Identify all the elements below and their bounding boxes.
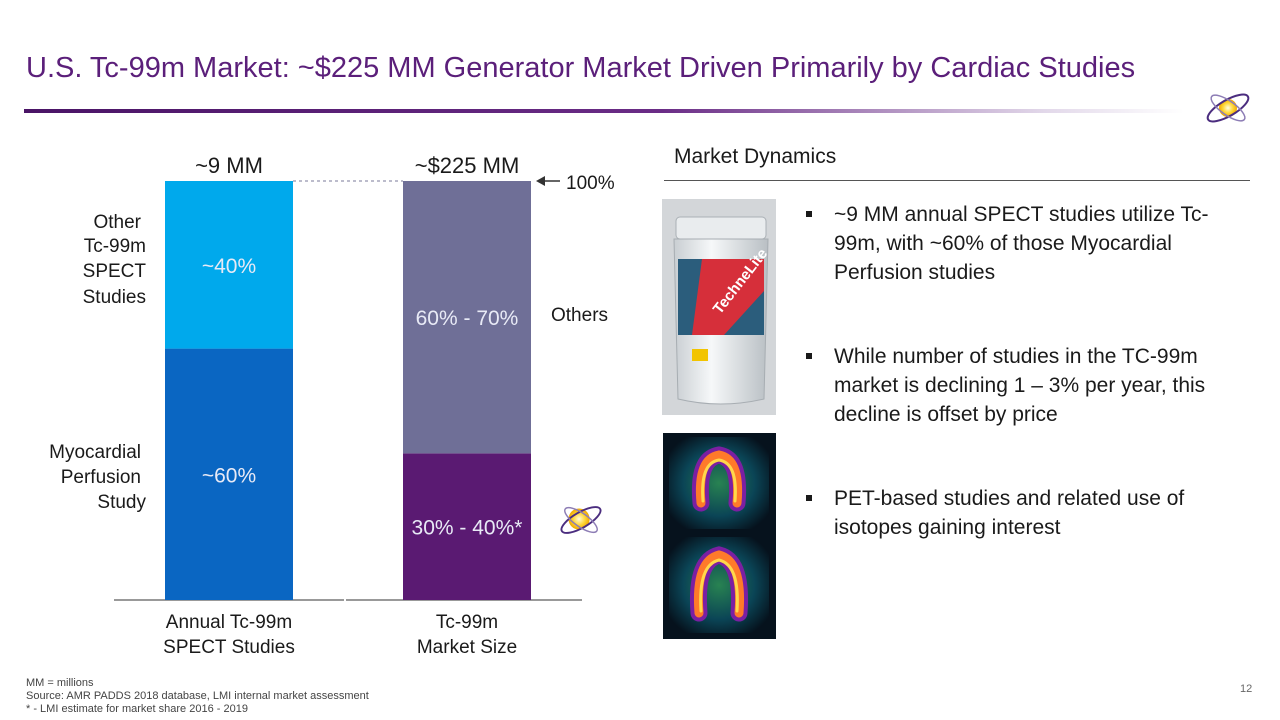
category-axis-label: Annual Tc-99m (166, 612, 292, 633)
bar-total-label: ~9 MM (195, 153, 263, 178)
slide-title: U.S. Tc-99m Market: ~$225 MM Generator M… (26, 52, 1136, 84)
market-dynamics-list: ~9 MM annual SPECT studies utilize Tc-99… (806, 200, 1246, 597)
footnotes: MM = millions Source: AMR PADDS 2018 dat… (26, 677, 369, 716)
series-label-other-studies: Studies (83, 287, 146, 308)
category-axis-label: SPECT Studies (163, 637, 295, 658)
category-axis-label: Tc-99m (436, 612, 498, 633)
series-label-myocardial-perfusion: Myocardial (49, 442, 141, 463)
footnote: MM = millions (26, 677, 94, 689)
perfusion-scan-image (663, 433, 776, 639)
sun-orbit-logo-icon (1206, 93, 1250, 123)
bar-segment-other-tc-99m-spect-studies (165, 181, 293, 349)
title-divider (24, 109, 1184, 113)
segment-value-label: ~60% (202, 464, 256, 487)
bullet-item: While number of studies in the TC-99m ma… (806, 342, 1246, 429)
segment-value-label: ~40% (202, 255, 256, 278)
segment-value-label: 30% - 40%* (412, 517, 523, 540)
bar-total-label: ~$225 MM (415, 153, 520, 178)
bar-segment-myocardial-perfusion-study (165, 348, 293, 600)
bar-segment-others (403, 181, 531, 454)
bullet-item: ~9 MM annual SPECT studies utilize Tc-99… (806, 200, 1246, 287)
series-label-others: Others (551, 305, 608, 326)
reference-100-label: 100% (566, 173, 615, 194)
footnote: Source: AMR PADDS 2018 database, LMI int… (26, 690, 369, 702)
market-dynamics-divider (664, 180, 1250, 181)
series-label-myocardial-perfusion: Perfusion (61, 467, 141, 488)
segment-value-label: 60% - 70% (416, 307, 519, 330)
bullet-item: PET-based studies and related use of iso… (806, 484, 1246, 542)
product-photo: TechneLite (662, 199, 776, 415)
series-label-other-studies: SPECT (83, 261, 147, 282)
sun-orbit-logo-icon (560, 506, 602, 534)
series-label-myocardial-perfusion: Study (97, 492, 146, 513)
page-number: 12 (1240, 683, 1253, 695)
market-dynamics-heading: Market Dynamics (674, 145, 837, 168)
bar-segment-cardiac (403, 453, 531, 600)
stacked-bar-chart: ~60% ~40% ~9 MM Annual Tc-99m SPECT Studies 3… (49, 153, 615, 658)
footnote: * - LMI estimate for market share 2016 -… (26, 703, 248, 715)
series-label-other-studies: Tc-99m (84, 236, 146, 257)
arrow-left-icon (536, 176, 545, 186)
category-axis-label: Market Size (417, 637, 517, 658)
series-label-other-studies: Other (93, 212, 141, 233)
